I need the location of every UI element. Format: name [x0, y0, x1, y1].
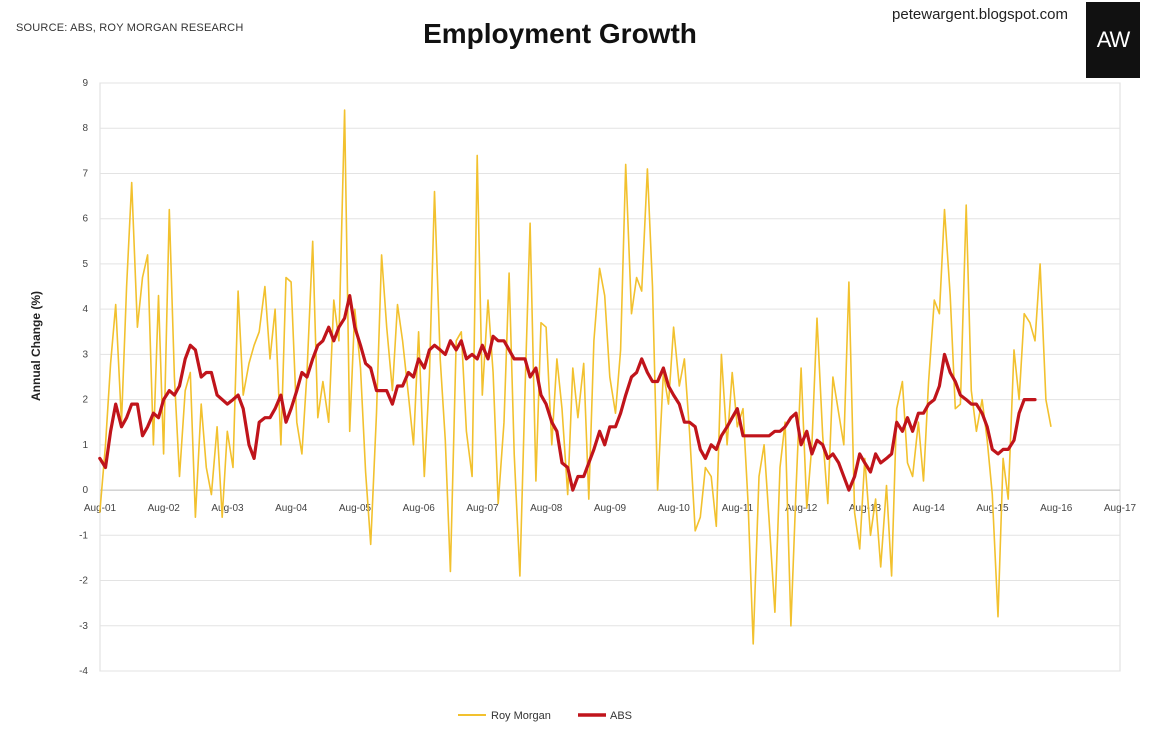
x-tick-label: Aug-17	[1104, 503, 1137, 514]
y-tick-label: -4	[79, 666, 88, 677]
x-tick-label: Aug-13	[849, 503, 882, 514]
x-axis-ticks: Aug-01 Aug-02 Aug-03 Aug-04 Aug-05 Aug-06 Aug-…	[84, 503, 1137, 514]
y-tick-label: 7	[82, 168, 88, 179]
y-tick-label: -3	[79, 621, 88, 632]
y-tick-label: 6	[82, 214, 88, 225]
x-tick-label: Aug-04	[275, 503, 308, 514]
x-tick-label: Aug-11	[722, 503, 754, 514]
y-tick-label: -1	[79, 530, 88, 541]
series-line-roy-morgan	[99, 109, 1052, 645]
x-tick-label: Aug-02	[148, 503, 181, 514]
y-tick-label: 8	[82, 123, 88, 134]
y-tick-label: 5	[82, 259, 88, 270]
x-tick-label: Aug-09	[594, 503, 627, 514]
legend: Roy Morgan ABS	[458, 710, 632, 722]
site-url: petewargent.blogspot.com	[892, 6, 1068, 23]
y-tick-label: 1	[82, 440, 88, 451]
x-tick-label: Aug-10	[658, 503, 691, 514]
series-line-abs	[98, 294, 1037, 492]
x-tick-label: Aug-16	[1040, 503, 1073, 514]
source-note: SOURCE: ABS, ROY MORGAN RESEARCH	[16, 22, 244, 34]
y-tick-label: 2	[82, 395, 88, 406]
y-tick-label: 0	[82, 485, 88, 496]
x-tick-label: Aug-12	[785, 503, 818, 514]
y-tick-label: 9	[82, 78, 88, 89]
x-tick-label: Aug-07	[466, 503, 499, 514]
y-axis-label: Annual Change (%)	[29, 291, 43, 401]
aw-logo: AW	[1086, 2, 1140, 78]
y-tick-label: -2	[79, 576, 88, 587]
y-tick-label: 4	[82, 304, 88, 315]
chart-title: Employment Growth	[423, 18, 697, 49]
y-tick-label: 3	[82, 349, 88, 360]
x-tick-label: Aug-05	[339, 503, 372, 514]
legend-label-abs: ABS	[610, 710, 632, 722]
x-tick-label: Aug-06	[403, 503, 436, 514]
legend-label-roy-morgan: Roy Morgan	[491, 710, 551, 722]
x-tick-label: Aug-03	[211, 503, 244, 514]
y-axis-ticks: 9 8 7 6 5 4 3 2 1 0 -1 -2 -3 -4	[79, 78, 88, 677]
x-tick-label: Aug-08	[530, 503, 563, 514]
x-tick-label: Aug-14	[913, 503, 946, 514]
